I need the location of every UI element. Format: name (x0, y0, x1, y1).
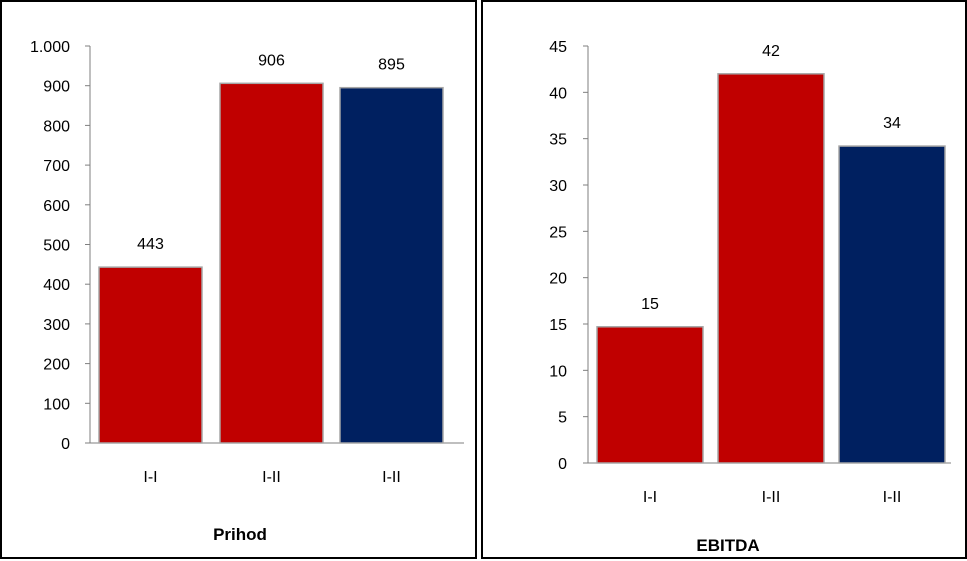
y-tick-label: 100 (43, 396, 70, 413)
data-label: 42 (762, 43, 780, 60)
y-tick-label: 25 (549, 224, 567, 241)
y-tick-label: 15 (549, 317, 567, 334)
data-label: 906 (258, 52, 285, 69)
bar (717, 73, 825, 464)
x-category-label: I-I (643, 489, 657, 506)
y-tick-label: 30 (549, 178, 567, 195)
x-category-label: I-II (262, 469, 281, 486)
y-tick-label: 20 (549, 271, 567, 288)
y-tick-label: 800 (43, 118, 70, 135)
y-tick-label: 600 (43, 198, 70, 215)
y-tick-label: 0 (61, 436, 70, 453)
chart-title: Prihod (213, 525, 267, 544)
y-tick-label: 700 (43, 158, 70, 175)
y-tick-label: 300 (43, 317, 70, 334)
y-tick-label: 5 (558, 410, 567, 427)
bar (98, 266, 203, 444)
chart-panel-prihod: 0 100 200 300 400 500 600 700 800 900 1.000 443 I-I 9… (0, 0, 477, 559)
y-tick-label: 45 (549, 39, 567, 56)
chart-prihod: 0 100 200 300 400 500 600 700 800 900 1.000 443 I-I 9… (30, 39, 464, 544)
bar (339, 86, 444, 444)
y-tick-label: 10 (549, 363, 567, 380)
y-tick-label: 1.000 (30, 39, 70, 56)
data-label: 34 (883, 115, 901, 132)
y-tick-label: 200 (43, 357, 70, 374)
y-tick-label: 35 (549, 132, 567, 149)
data-label: 895 (378, 57, 405, 74)
y-tick-label: 40 (549, 85, 567, 102)
data-label: 443 (137, 236, 164, 253)
chart-title: EBITDA (696, 536, 759, 555)
bar (219, 82, 324, 444)
x-category-label: I-II (883, 489, 902, 506)
chart-panel-ebitda: 0 5 10 15 20 25 30 35 40 45 15 I-I 42 I-II 34 I-II EBITD… (481, 0, 967, 559)
chart-ebitda: 0 5 10 15 20 25 30 35 40 45 15 I-I 42 I-II 34 I-II EBITD… (549, 39, 951, 555)
data-label: 15 (641, 296, 659, 313)
y-tick-label: 400 (43, 277, 70, 294)
x-category-label: I-II (762, 489, 781, 506)
bar (838, 145, 946, 464)
x-category-label: I-I (143, 469, 157, 486)
y-tick-label: 0 (558, 456, 567, 473)
y-tick-label: 900 (43, 79, 70, 96)
bar (596, 326, 704, 464)
x-category-label: I-II (382, 469, 401, 486)
y-tick-label: 500 (43, 238, 70, 255)
